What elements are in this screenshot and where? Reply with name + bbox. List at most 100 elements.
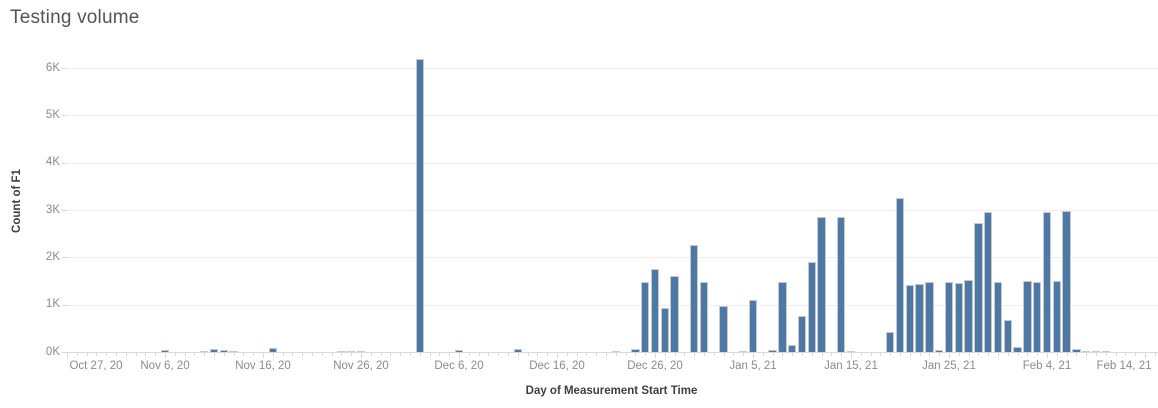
bar-2021-02-08[interactable] <box>1081 350 1091 352</box>
x-axis-minor-tick <box>184 353 186 356</box>
x-axis-minor-tick <box>606 353 607 356</box>
bar-2021-01-27[interactable] <box>964 280 973 352</box>
x-axis-minor-tick <box>615 353 617 356</box>
x-axis-minor-tick <box>1115 353 1117 356</box>
x-axis-major-tick <box>67 353 68 358</box>
y-axis-tick <box>62 352 67 353</box>
bar-2021-01-05[interactable] <box>748 299 758 352</box>
bar-2021-01-04[interactable] <box>738 350 748 352</box>
bar-2021-01-25[interactable] <box>944 282 954 352</box>
bar-2020-11-12[interactable] <box>219 349 229 352</box>
x-axis-minor-tick <box>155 353 157 356</box>
bar-2020-11-25[interactable] <box>346 351 356 352</box>
x-axis-title: Day of Measurement Start Time <box>525 385 698 397</box>
bar-2021-01-09[interactable] <box>787 344 797 352</box>
bar-2020-12-26[interactable] <box>650 268 660 352</box>
bar-2021-02-06[interactable] <box>1062 210 1071 352</box>
bar-2020-11-06[interactable] <box>160 349 170 352</box>
x-axis-minor-tick <box>958 353 960 356</box>
chart-title: Testing volume <box>10 7 140 28</box>
bar-2021-01-28[interactable] <box>974 222 983 352</box>
bar-2021-02-02[interactable] <box>1023 281 1032 352</box>
bar-2021-01-21[interactable] <box>905 284 915 352</box>
y-axis-tick <box>62 304 67 306</box>
bar-2021-01-24[interactable] <box>934 349 944 352</box>
x-axis-minor-tick <box>449 353 451 356</box>
x-axis-minor-tick <box>517 353 519 356</box>
bar-2020-11-13[interactable] <box>229 351 238 352</box>
bar-2021-01-10[interactable] <box>797 316 807 352</box>
x-axis-minor-tick <box>998 353 999 356</box>
bar-2020-12-12[interactable] <box>513 349 523 352</box>
x-axis-minor-tick <box>282 353 284 356</box>
bar-2021-01-30[interactable] <box>993 282 1003 352</box>
x-axis-major-tick <box>361 353 362 358</box>
x-tick-label: Nov 6, 20 <box>140 360 190 372</box>
bar-2021-02-01[interactable] <box>1013 347 1022 352</box>
x-tick-label: Feb 14, 21 <box>1096 360 1152 372</box>
x-axis-minor-tick <box>821 353 823 356</box>
bar-2021-01-19[interactable] <box>885 331 895 352</box>
x-axis-minor-tick <box>900 353 901 356</box>
bar-2021-01-11[interactable] <box>807 262 817 352</box>
bar-2021-02-04[interactable] <box>1042 211 1052 352</box>
x-tick-label: Dec 16, 20 <box>529 360 585 372</box>
bar-2020-12-28[interactable] <box>670 275 679 352</box>
bar-2020-12-24[interactable] <box>631 348 640 352</box>
bar-2020-12-31[interactable] <box>699 282 709 352</box>
bar-2020-12-25[interactable] <box>640 281 650 352</box>
x-axis-minor-tick <box>645 353 647 356</box>
bar-2021-01-14[interactable] <box>836 217 846 352</box>
y-tick-label: 3K <box>45 203 60 216</box>
bar-2020-11-17[interactable] <box>268 347 278 352</box>
bar-2021-01-12[interactable] <box>817 216 826 352</box>
bar-2021-01-23[interactable] <box>925 282 934 352</box>
x-axis-minor-tick <box>86 353 88 356</box>
bar-2021-01-15[interactable] <box>846 350 856 352</box>
bar-2020-12-06[interactable] <box>454 350 464 352</box>
bar-2021-02-10[interactable] <box>1101 351 1111 352</box>
x-axis-minor-tick <box>106 353 108 356</box>
bar-2021-02-05[interactable] <box>1052 281 1062 352</box>
x-axis-minor-tick <box>802 353 803 356</box>
bar-2021-01-20[interactable] <box>895 198 905 352</box>
x-tick-label: Nov 16, 20 <box>235 360 291 372</box>
bar-2020-12-22[interactable] <box>611 350 621 352</box>
bar-2020-12-02[interactable] <box>415 58 425 352</box>
x-axis-minor-tick <box>694 353 696 356</box>
bar-2021-01-02[interactable] <box>719 305 728 352</box>
x-axis-minor-tick <box>380 353 382 356</box>
bar-2021-02-09[interactable] <box>1091 351 1101 352</box>
x-tick-label: Jan 15, 21 <box>824 360 878 372</box>
x-axis-minor-tick <box>684 353 686 356</box>
x-axis-minor-tick <box>488 353 490 356</box>
x-tick-label: Nov 26, 20 <box>333 360 389 372</box>
y-axis-tick <box>62 162 67 164</box>
bar-2020-12-27[interactable] <box>660 307 670 352</box>
bar-2020-11-10[interactable] <box>199 351 209 352</box>
bar-2021-02-03[interactable] <box>1032 282 1042 352</box>
x-axis-major-tick <box>949 353 950 358</box>
gridline-3K <box>67 210 1158 212</box>
bar-2021-01-22[interactable] <box>915 284 924 352</box>
bar-2021-01-07[interactable] <box>768 349 777 352</box>
x-axis-minor-tick <box>664 353 666 356</box>
x-axis-minor-tick <box>792 353 794 356</box>
bar-2021-01-08[interactable] <box>778 281 787 352</box>
x-axis-minor-tick <box>135 353 137 356</box>
bar-2021-01-26[interactable] <box>954 283 964 352</box>
x-axis-minor-tick <box>370 353 372 356</box>
x-axis-minor-tick <box>125 353 127 356</box>
bar-2021-01-29[interactable] <box>983 212 993 352</box>
bar-2020-11-11[interactable] <box>209 348 219 352</box>
bar-2020-11-24[interactable] <box>337 351 346 352</box>
bar-2020-11-26[interactable] <box>356 351 366 352</box>
bar-2021-02-07[interactable] <box>1072 349 1081 352</box>
bar-2020-12-30[interactable] <box>689 245 699 352</box>
x-axis-major-tick <box>851 353 852 358</box>
x-axis-minor-tick <box>723 353 725 356</box>
x-axis-minor-tick <box>782 353 784 356</box>
x-axis-minor-tick <box>919 353 921 356</box>
bar-2021-01-31[interactable] <box>1003 319 1013 352</box>
